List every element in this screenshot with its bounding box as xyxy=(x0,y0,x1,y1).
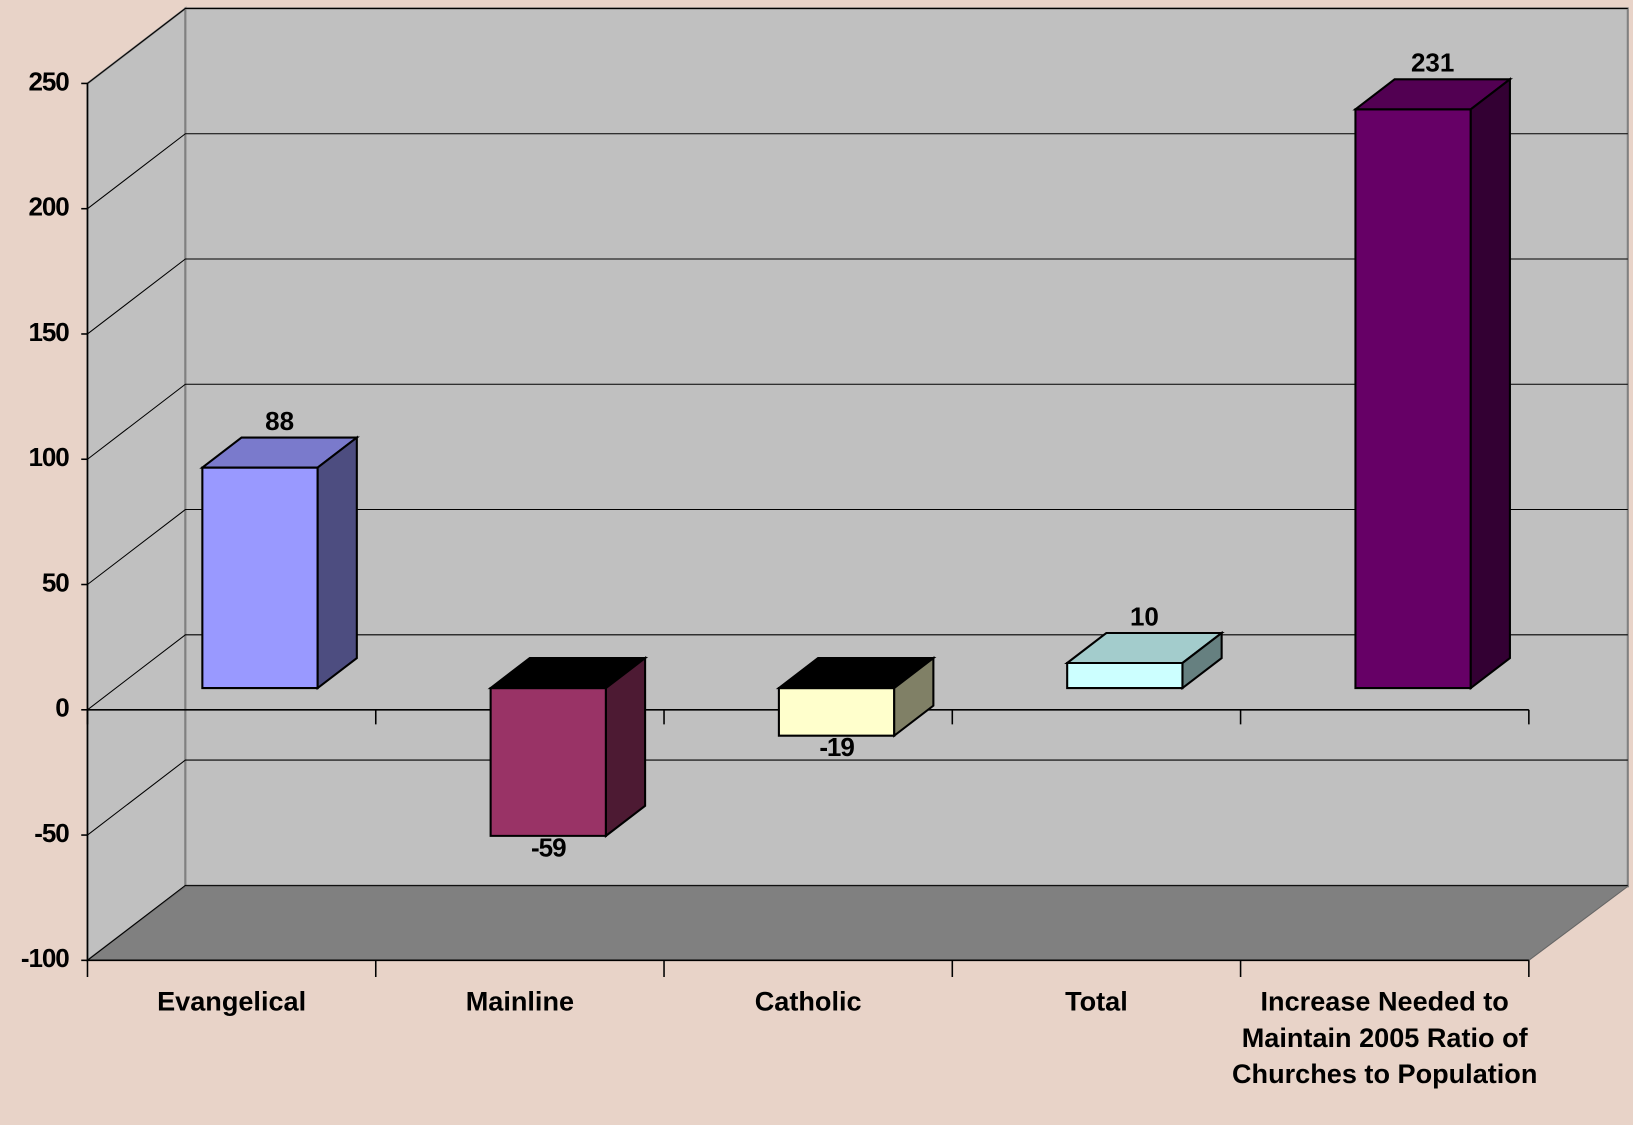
x-tick-label: Evangelical xyxy=(157,985,307,1017)
x-label-box: Catholic xyxy=(754,985,862,1017)
grid-line xyxy=(87,133,1628,210)
grid-line xyxy=(87,258,1628,335)
y-tick-label: -50 xyxy=(34,818,69,848)
y-tick-label: 100 xyxy=(28,442,69,472)
y-tick-label: 0 xyxy=(55,693,69,723)
data-label: 231 xyxy=(1411,48,1454,78)
bar-side xyxy=(604,655,647,838)
y-tick-label: 150 xyxy=(28,317,69,347)
x-tick-label: Mainline xyxy=(465,985,575,1017)
y-tick-label: 200 xyxy=(28,192,69,222)
data-label: -19 xyxy=(819,732,854,762)
bar-side xyxy=(893,655,935,738)
data-label: 88 xyxy=(265,406,294,436)
x-label-box: Mainline xyxy=(465,985,575,1017)
data-label: -59 xyxy=(531,832,566,862)
x-label-box: Total xyxy=(1065,985,1128,1017)
bar-front xyxy=(777,687,896,737)
data-label: 10 xyxy=(1130,601,1159,631)
bar-front xyxy=(1354,108,1472,690)
bar-side xyxy=(1469,77,1511,691)
grid-line xyxy=(87,884,1628,961)
bar-front xyxy=(1066,661,1184,690)
bar-side xyxy=(316,435,358,691)
x-tick-label: Increase Needed to Maintain 2005 Ratio o… xyxy=(1232,985,1538,1090)
x-tick-label: Catholic xyxy=(754,985,862,1017)
bar-front xyxy=(489,687,607,837)
x-tick-label: Total xyxy=(1065,985,1128,1017)
bar-side xyxy=(1181,630,1223,691)
x-label-box: Evangelical xyxy=(157,985,307,1017)
bar-front xyxy=(201,466,319,690)
side-wall xyxy=(86,6,187,963)
x-label-box: Increase Needed to Maintain 2005 Ratio o… xyxy=(1232,985,1538,1090)
grid-line xyxy=(87,509,1628,585)
y-tick-label: 250 xyxy=(28,66,69,96)
grid-line xyxy=(87,7,1628,84)
y-tick-label: -100 xyxy=(21,943,69,973)
grid-line xyxy=(87,383,1628,460)
y-tick-label: 50 xyxy=(42,567,69,597)
floor xyxy=(85,885,1630,961)
grid-line xyxy=(87,759,1628,836)
